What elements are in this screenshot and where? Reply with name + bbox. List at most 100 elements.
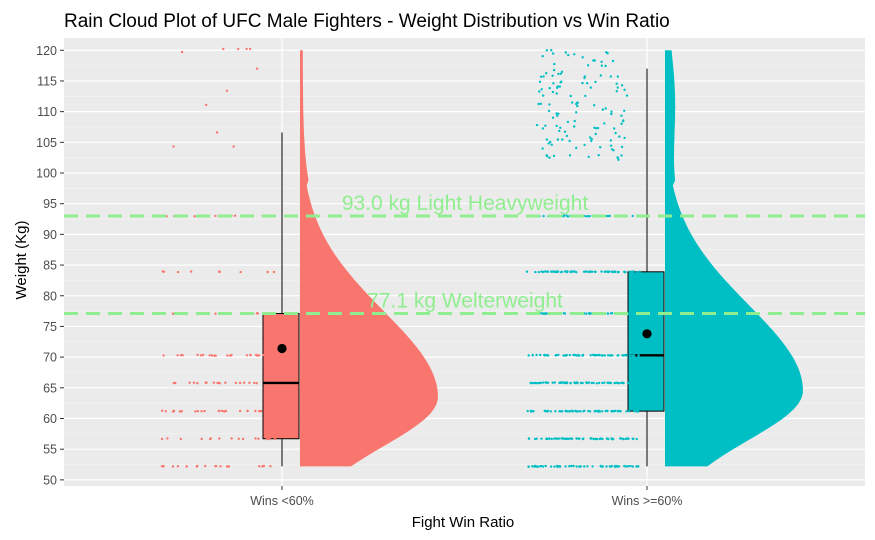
rain-point <box>620 114 623 117</box>
rain-point <box>195 465 198 468</box>
rain-point <box>573 125 576 128</box>
rain-point <box>550 49 553 52</box>
rain-point <box>254 409 257 413</box>
rain-point <box>584 215 588 218</box>
rain-point <box>575 102 578 106</box>
rain-point <box>266 270 269 274</box>
rain-point <box>558 465 562 468</box>
rain-point <box>583 409 586 412</box>
rain-point <box>597 410 600 413</box>
y-tick-label: 115 <box>37 74 57 88</box>
rain-point <box>568 154 572 157</box>
rain-point <box>213 354 216 357</box>
rain-point <box>560 271 563 274</box>
rain-point <box>541 55 544 58</box>
y-tick-label: 105 <box>36 136 57 150</box>
rain-point <box>180 50 184 54</box>
rain-point <box>241 437 245 441</box>
rain-point <box>569 381 572 385</box>
rain-point <box>587 155 590 158</box>
rain-point <box>540 88 543 91</box>
rain-point <box>557 72 560 76</box>
rain-point <box>578 354 581 357</box>
rain-point <box>539 102 543 106</box>
rain-point <box>201 353 205 357</box>
rain-point <box>221 409 224 413</box>
rain-point <box>617 354 620 357</box>
rain-point <box>632 437 635 440</box>
rain-point <box>564 51 567 54</box>
rain-point <box>535 353 538 357</box>
rain-point <box>548 156 551 159</box>
rain-point <box>550 270 553 273</box>
rain-point <box>618 135 621 138</box>
rain-point <box>598 437 601 441</box>
rain-point <box>625 354 628 357</box>
y-tick-label: 100 <box>36 167 57 181</box>
rain-point <box>544 464 547 468</box>
rain-point <box>208 437 212 441</box>
rain-point <box>172 381 175 385</box>
rain-point <box>583 143 586 147</box>
rain-point <box>225 465 229 468</box>
rain-point <box>229 354 232 357</box>
rain-point <box>614 131 617 135</box>
rain-point <box>542 75 545 78</box>
y-tick-label: 85 <box>43 259 57 273</box>
rain-point <box>610 464 613 468</box>
rain-point <box>556 114 559 117</box>
rain-point <box>543 354 547 357</box>
rain-point <box>584 270 587 273</box>
rain-point <box>583 465 586 468</box>
rain-point <box>625 94 629 97</box>
rain-point <box>245 354 249 357</box>
rain-point <box>527 437 531 440</box>
rain-point <box>555 92 558 95</box>
rain-point <box>616 156 620 159</box>
rain-point <box>541 312 545 315</box>
rain-point <box>265 437 268 441</box>
rain-point <box>237 47 240 51</box>
rain-point <box>249 354 252 357</box>
rain-point <box>534 270 537 274</box>
rain-point <box>563 130 567 133</box>
rain-point <box>255 382 258 385</box>
rain-point <box>635 270 638 274</box>
mean-point <box>642 329 652 339</box>
rain-point <box>597 381 601 385</box>
rain-point <box>538 80 542 84</box>
rain-point <box>617 270 620 274</box>
rain-point <box>545 270 549 273</box>
rain-point <box>593 104 596 107</box>
y-tick-label: 50 <box>43 473 57 487</box>
rain-point <box>181 354 184 357</box>
rain-point <box>564 465 567 468</box>
rain-point <box>215 131 219 134</box>
rain-point <box>590 139 593 143</box>
rain-point <box>607 270 610 274</box>
rain-point <box>218 270 221 273</box>
rain-point <box>555 112 558 115</box>
rain-point <box>196 382 199 385</box>
rain-point <box>586 381 589 385</box>
rain-point <box>601 410 604 413</box>
rain-point <box>548 103 551 106</box>
rain-point <box>555 124 558 128</box>
rain-point <box>570 409 574 412</box>
rain-point <box>268 437 271 440</box>
rain-point <box>616 86 619 89</box>
rain-point <box>527 465 530 468</box>
rain-point <box>609 144 613 147</box>
rain-point <box>606 354 610 357</box>
rain-point <box>622 119 625 122</box>
rain-point <box>583 76 586 80</box>
rain-point <box>567 53 570 57</box>
rain-point <box>559 410 563 413</box>
rain-point <box>615 82 618 85</box>
rain-point <box>224 409 228 413</box>
rain-point <box>555 353 558 357</box>
rain-point <box>573 270 576 273</box>
rain-point <box>529 381 532 385</box>
rain-point <box>561 138 564 141</box>
rain-point <box>610 112 613 116</box>
